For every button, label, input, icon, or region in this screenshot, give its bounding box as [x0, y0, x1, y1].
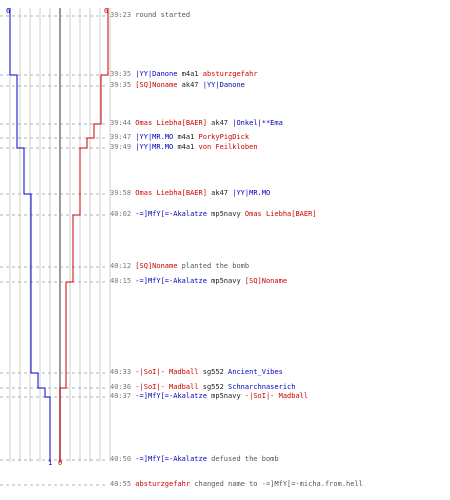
event-time: 40:02 [110, 210, 136, 218]
ct-start-count: 6 [6, 7, 11, 15]
event-text: Schnarchnaserich [228, 383, 296, 391]
event-text: [SQ]Noname [244, 277, 288, 285]
event-text: absturzgefahr [135, 480, 191, 488]
event-time: 39:58 [110, 189, 136, 197]
event-time: 40:12 [110, 262, 136, 270]
event-text: -|SoI|- Madball [135, 368, 199, 376]
event-text: -=]MfY[=-micha.from.hell [261, 480, 363, 488]
event-text: absturzgefahr [202, 70, 258, 78]
event-row: 40:33 -|SoI|- Madball sg552 Ancient_Vibe… [110, 369, 283, 376]
event-time: 40:33 [110, 368, 136, 376]
event-row: 39:58 Omas Liebha[BAER] ak47 |YY|MR.MO [110, 190, 270, 197]
event-text: |YY|MR.MO [232, 189, 271, 197]
event-time: 39:49 [110, 143, 136, 151]
event-time: 39:35 [110, 81, 136, 89]
event-text: -=]MfY[=-Akalatze [135, 277, 207, 285]
event-text: -=]MfY[=-Akalatze [135, 455, 207, 463]
event-time: 39:47 [110, 133, 136, 141]
event-text: mp5navy [206, 392, 245, 400]
event-text: Omas Liebha[BAER] [244, 210, 317, 218]
event-text: Omas Liebha[BAER] [135, 189, 207, 197]
event-text: -=]MfY[=-Akalatze [135, 210, 207, 218]
event-time: 40:55 [110, 480, 136, 488]
event-text: m4a1 [173, 133, 199, 141]
event-text: m4a1 [173, 143, 199, 151]
event-time: 40:36 [110, 383, 136, 391]
event-text: |YY|Danone [202, 81, 245, 89]
event-text: defused the bomb [206, 455, 279, 463]
event-row: 39:47 |YY|MR.MO m4a1 PorkyPigDick [110, 134, 249, 141]
event-text: -|SoI|- Madball [244, 392, 309, 400]
event-text: round started [135, 11, 191, 19]
event-time: 40:37 [110, 392, 136, 400]
event-text: ak47 [206, 189, 233, 197]
event-row: 40:37 -=]MfY[=-Akalatze mp5navy -|SoI|- … [110, 393, 308, 400]
event-time: 39:35 [110, 70, 136, 78]
event-row: 39:35 |YY|Danone m4a1 absturzgefahr [110, 71, 258, 78]
event-row: 39:23 round started [110, 12, 190, 19]
event-text: -|SoI|- Madball [135, 383, 199, 391]
event-text: PorkyPigDick [198, 133, 250, 141]
event-text: [SQ]Noname [135, 262, 178, 270]
event-text: mp5navy [206, 277, 245, 285]
event-text: sg552 [198, 383, 229, 391]
event-time: 39:44 [110, 119, 136, 127]
event-row: 40:36 -|SoI|- Madball sg552 Schnarchnase… [110, 384, 295, 391]
event-text: m4a1 [177, 70, 203, 78]
event-text: sg552 [198, 368, 229, 376]
event-row: 40:02 -=]MfY[=-Akalatze mp5navy Omas Lie… [110, 211, 317, 218]
event-text: [SQ]Noname [135, 81, 178, 89]
event-text: Omas Liebha[BAER] [135, 119, 207, 127]
event-row: 40:55 absturzgefahr changed name to -=]M… [110, 481, 363, 488]
t-alive-line [59, 8, 109, 462]
event-time: 40:15 [110, 277, 136, 285]
event-text: planted the bomb [177, 262, 250, 270]
event-row: 40:50 -=]MfY[=-Akalatze defused the bomb [110, 456, 279, 463]
event-text: |YY|MR.MO [135, 133, 174, 141]
t-end-count: 0 [58, 459, 63, 467]
event-text: mp5navy [206, 210, 245, 218]
event-text: -=]MfY[=-Akalatze [135, 392, 207, 400]
event-row: 40:15 -=]MfY[=-Akalatze mp5navy [SQ]Nona… [110, 278, 287, 285]
event-text: changed name to [190, 480, 262, 488]
event-row: 39:49 |YY|MR.MO m4a1 von Feilkloben [110, 144, 258, 151]
event-row: 40:12 [SQ]Noname planted the bomb [110, 263, 249, 270]
ct-alive-line [9, 8, 51, 462]
event-text: Ancient_Vibes [228, 368, 283, 376]
event-text: ak47 [177, 81, 203, 89]
event-text: |Onkel|**Ema [232, 119, 283, 127]
t-start-count: 6 [104, 7, 109, 15]
event-time: 40:50 [110, 455, 136, 463]
event-row: 39:44 Omas Liebha[BAER] ak47 |Onkel|**Em… [110, 120, 283, 127]
event-text: ak47 [206, 119, 233, 127]
event-text: von Feilkloben [198, 143, 258, 151]
event-text: |YY|MR.MO [135, 143, 174, 151]
event-time: 39:23 [110, 11, 136, 19]
event-text: |YY|Danone [135, 70, 178, 78]
event-row: 39:35 [SQ]Noname ak47 |YY|Danone [110, 82, 245, 89]
ct-end-count: 1 [48, 459, 53, 467]
